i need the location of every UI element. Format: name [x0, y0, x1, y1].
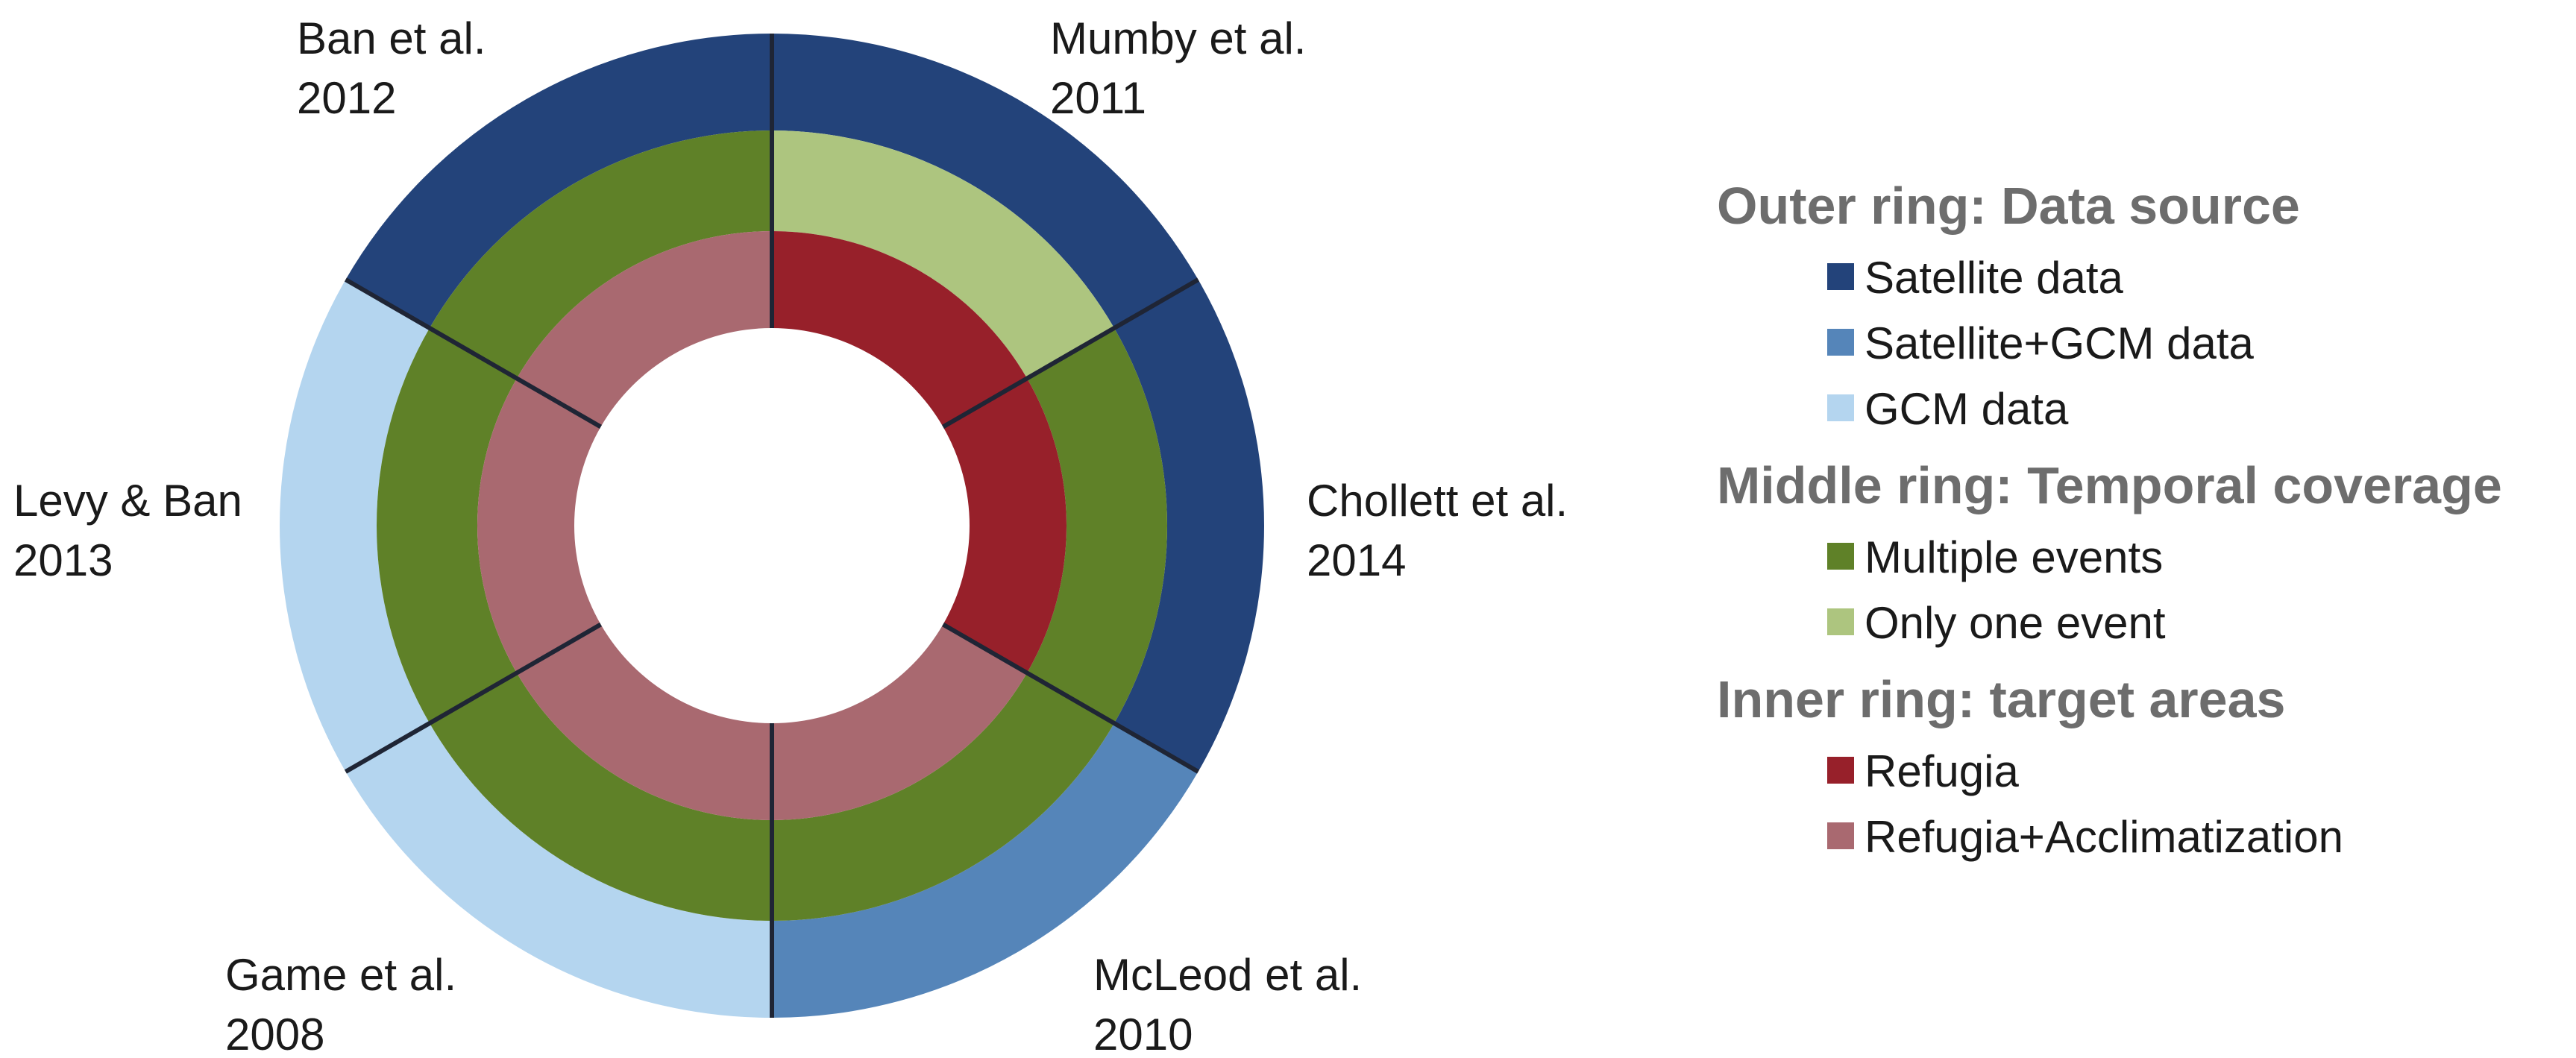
legend-item-label: Multiple events [1865, 532, 2163, 582]
legend-swatch [1827, 263, 1854, 290]
middle-ring-segment-ban-et-al-2012 [430, 130, 772, 379]
legend-item-label: Refugia [1865, 746, 2019, 796]
segment-author: Ban et al. [297, 13, 486, 63]
legend-item-label: Only one event [1865, 598, 2166, 648]
legend-item-gcm-data: GCM data [1827, 384, 2069, 434]
segment-label-game-et-al-2008: Game et al. 2008 [225, 950, 456, 1058]
segment-label-mcleod-et-al-2010: McLeod et al. 2010 [1093, 950, 1362, 1058]
legend-swatch [1827, 394, 1854, 421]
segment-separator [344, 622, 603, 774]
outer-ring-segment-levy-ban-2013 [279, 280, 430, 772]
segment-label-levy-ban-2013: Levy & Ban 2013 [13, 476, 242, 585]
legend-group-title: Middle ring: Temporal coverage [1717, 456, 2502, 514]
legend-group-middle-ring-temporal-coverage: Middle ring: Temporal coverage Multiple e… [1717, 456, 2502, 648]
legend-item-only-one-event: Only one event [1827, 598, 2166, 648]
middle-ring-segment-levy-ban-2013 [377, 328, 517, 723]
legend-item-satellite-gcm-data: Satellite+GCM data [1827, 318, 2255, 368]
legend-swatch [1827, 757, 1854, 784]
outer-ring-segment-ban-et-al-2012 [345, 34, 773, 328]
legend-item-refugia-acclimatization: Refugia+Acclimatization [1827, 812, 2343, 862]
segment-separator [941, 277, 1200, 429]
segment-separator [941, 622, 1200, 774]
segment-year: 2011 [1050, 73, 1146, 123]
segment-author: Chollett et al. [1307, 476, 1568, 526]
segment-label-ban-et-al-2012: Ban et al. 2012 [297, 13, 486, 123]
legend-item-satellite-data: Satellite data [1827, 253, 2124, 303]
outer-ring-segment-chollett-et-al-2014 [1113, 280, 1264, 772]
middle-ring-segment-mumby-et-al-2011 [772, 130, 1114, 379]
legend-group-outer-ring-data-source: Outer ring: Data source Satellite data Sat… [1717, 177, 2300, 434]
inner-ring-segment-game-et-al-2008 [516, 624, 772, 820]
legend-item-label: GCM data [1865, 384, 2069, 434]
legend-item-multiple-events: Multiple events [1827, 532, 2163, 582]
segment-author: Mumby et al. [1050, 13, 1306, 63]
rings [279, 34, 1264, 1018]
legend-item-label: Satellite+GCM data [1865, 318, 2255, 368]
legend-item-refugia: Refugia [1827, 746, 2019, 796]
segment-author: McLeod et al. [1093, 950, 1362, 1000]
outer-ring-segment-game-et-al-2008 [345, 723, 773, 1018]
middle-ring-segment-game-et-al-2008 [430, 673, 772, 921]
legend-swatch [1827, 543, 1854, 570]
outer-ring-segment-mumby-et-al-2011 [772, 34, 1199, 328]
inner-ring-segment-chollett-et-al-2014 [943, 378, 1066, 673]
segment-labels: Mumby et al. 2011 Chollett et al. 2014 McLeo… [13, 13, 1568, 1058]
legend-group-title: Outer ring: Data source [1717, 177, 2300, 235]
inner-ring-segment-mumby-et-al-2011 [772, 231, 1028, 427]
middle-ring-segment-mcleod-et-al-2010 [772, 673, 1114, 921]
inner-ring-segment-ban-et-al-2012 [516, 231, 772, 427]
segment-label-mumby-et-al-2011: Mumby et al. 2011 [1050, 13, 1306, 123]
legend-swatch [1827, 608, 1854, 635]
segment-year: 2008 [225, 1010, 324, 1058]
segment-separators [344, 34, 1200, 1018]
inner-ring-segment-levy-ban-2013 [477, 378, 601, 673]
middle-ring-segment-chollett-et-al-2014 [1027, 328, 1167, 723]
outer-ring-segment-mcleod-et-al-2010 [772, 723, 1199, 1018]
segment-year: 2013 [13, 535, 113, 585]
segment-year: 2012 [297, 73, 396, 123]
legend-swatch [1827, 822, 1854, 849]
segment-author: Levy & Ban [13, 476, 242, 526]
segment-year: 2010 [1093, 1010, 1193, 1058]
legend-swatch [1827, 329, 1854, 356]
legend-group-inner-ring-target-areas: Inner ring: target areas Refugia Refugia+A… [1717, 670, 2343, 862]
segment-label-chollett-et-al-2014: Chollett et al. 2014 [1307, 476, 1568, 585]
legend-item-label: Refugia+Acclimatization [1865, 812, 2343, 862]
legend-group-title: Inner ring: target areas [1717, 670, 2285, 728]
inner-ring-segment-mcleod-et-al-2010 [772, 624, 1028, 820]
segment-separator [344, 277, 603, 429]
segment-author: Game et al. [225, 950, 456, 1000]
legend: Outer ring: Data source Satellite data Sat… [1717, 177, 2502, 862]
segment-year: 2014 [1307, 535, 1406, 585]
legend-item-label: Satellite data [1865, 253, 2124, 303]
